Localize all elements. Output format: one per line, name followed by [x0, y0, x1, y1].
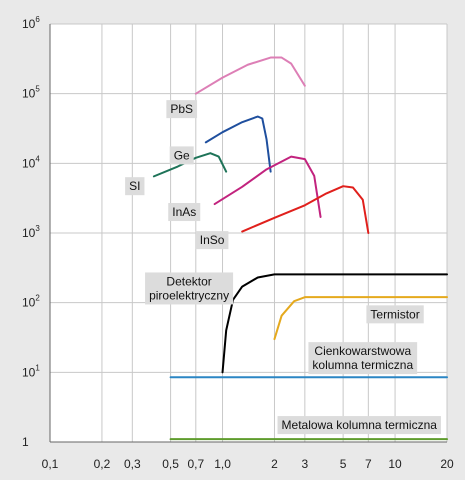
label-si: SI	[125, 177, 145, 196]
x-tick-label: 0,3	[124, 457, 141, 471]
series-layer	[152, 56, 448, 441]
x-tick-label: 10	[388, 457, 402, 471]
series-label-text: Metalowa kolumna termiczna	[282, 418, 438, 432]
label-inas: InAs	[168, 203, 201, 222]
x-tick-label: 1,0	[214, 457, 231, 471]
label-background	[195, 231, 229, 250]
series-inso-line	[241, 185, 370, 234]
series-inas-line	[213, 155, 322, 218]
x-tick-label: 0,5	[162, 457, 179, 471]
series-detektor-piroelektryczny-line	[221, 273, 448, 374]
x-tick-label: 3	[302, 457, 309, 471]
label-background	[168, 203, 201, 222]
series-label-text: InAs	[172, 205, 196, 219]
label-background	[169, 146, 194, 165]
y-tick-label: 1	[22, 435, 29, 449]
series-label-text: SI	[129, 179, 140, 193]
label-inso: InSo	[195, 231, 229, 250]
label-background	[308, 342, 418, 375]
y-tick-label: 104	[22, 154, 40, 170]
x-tick-label: 0,1	[42, 457, 59, 471]
series-termistor-line	[273, 296, 448, 341]
label-pbs: PbS	[166, 100, 198, 119]
series-label-text: InSo	[200, 233, 225, 247]
series-label-text: Ge	[174, 148, 190, 162]
x-tick-label: 7	[365, 457, 372, 471]
series-label-text: kolumna termiczna	[312, 358, 413, 372]
label-metalowa-kolumna-termiczna: Metalowa kolumna termiczna	[277, 416, 441, 435]
series-ge-line	[204, 115, 272, 173]
y-tick-label: 105	[22, 85, 40, 101]
y-tick-label: 106	[22, 15, 40, 31]
series-label-text: Detektor	[166, 274, 211, 288]
label-ge: Ge	[169, 146, 194, 165]
series-pbs-line	[194, 56, 306, 95]
series-label-text: Termistor	[370, 307, 419, 321]
series-label-text: piroelektryczny	[149, 288, 229, 302]
series-label-text: PbS	[170, 102, 193, 116]
x-tick-label: 2	[271, 457, 278, 471]
y-tick-label: 102	[22, 294, 40, 310]
label-background	[125, 177, 145, 196]
y-tick-label: 101	[22, 363, 40, 379]
x-tick-label: 5	[340, 457, 347, 471]
series-label-text: Cienkowarstwowa	[314, 344, 411, 358]
x-tick-label: 0,7	[187, 457, 204, 471]
y-tick-label: 103	[22, 224, 40, 240]
label-background	[166, 100, 198, 119]
y-axis-ticks: 1 101 102 103 104 105 106	[22, 15, 40, 449]
x-tick-label: 20	[440, 457, 454, 471]
label-background	[366, 305, 424, 324]
x-axis-ticks: 0,1 0,2 0,3 0,5 0,7 1,0 2 3 5 7 10 20	[42, 457, 454, 471]
series-si-line	[152, 152, 228, 178]
label-termistor: Termistor	[366, 305, 424, 324]
label-background	[277, 416, 441, 435]
x-tick-label: 0,2	[94, 457, 111, 471]
label-background	[145, 272, 234, 305]
